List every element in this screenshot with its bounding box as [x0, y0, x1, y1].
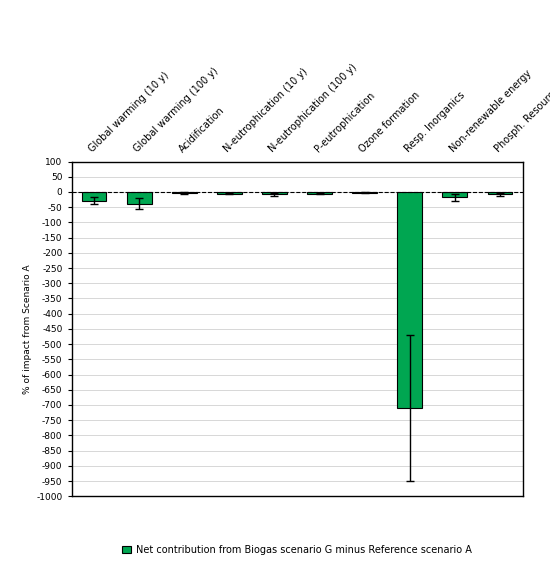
Bar: [262, 192, 287, 194]
Y-axis label: % of impact from Scenario A: % of impact from Scenario A: [23, 264, 32, 394]
Bar: [81, 192, 107, 200]
Bar: [487, 192, 513, 194]
Bar: [397, 192, 422, 408]
Bar: [126, 192, 152, 204]
Bar: [442, 192, 468, 197]
Bar: [352, 192, 377, 193]
Bar: [217, 192, 242, 193]
Bar: [172, 192, 197, 193]
Legend: Net contribution from Biogas scenario G minus Reference scenario A: Net contribution from Biogas scenario G …: [118, 541, 476, 559]
Bar: [307, 192, 332, 193]
